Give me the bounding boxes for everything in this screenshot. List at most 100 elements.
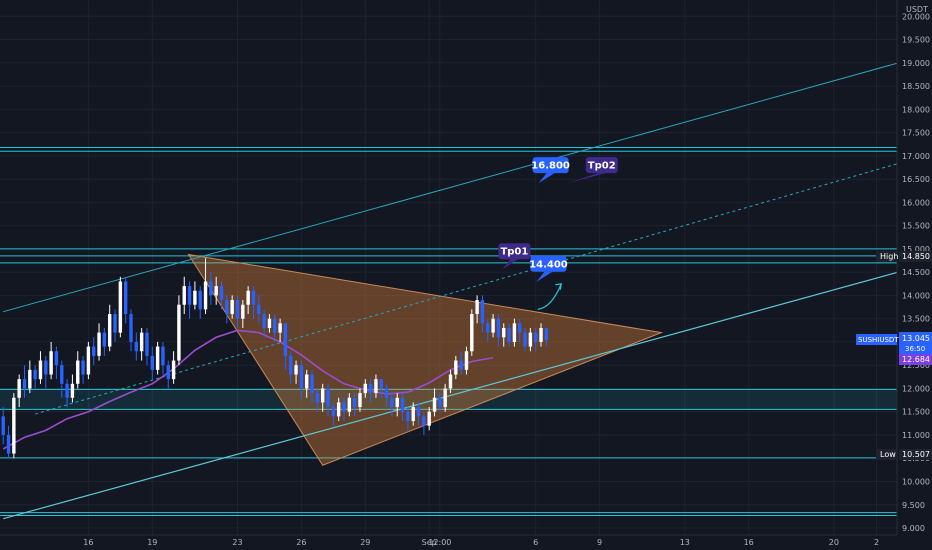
price-tick-label: 12.500 <box>902 361 930 370</box>
candle-body <box>342 402 346 412</box>
candle-body <box>182 286 186 305</box>
candle-body <box>289 355 293 375</box>
price-tick-label: 10.000 <box>902 478 930 487</box>
callout-box[interactable] <box>532 157 569 174</box>
candle-body <box>1 416 5 435</box>
triangle-pattern[interactable] <box>187 253 664 466</box>
callout-tail <box>538 173 555 184</box>
callout-label: 16.800 <box>531 161 570 172</box>
candle-body <box>246 290 250 305</box>
candle-body <box>518 323 522 333</box>
last-price: 13.045 <box>902 334 930 343</box>
candle-body <box>491 318 495 333</box>
candle-body <box>315 393 320 403</box>
currency-label: USDT <box>906 5 928 14</box>
candle-body <box>374 379 378 394</box>
candle-body <box>139 332 144 352</box>
callout-label: Tp02 <box>588 161 616 172</box>
candle-body <box>422 416 426 426</box>
candle-body <box>129 314 133 342</box>
time-tick-label: 12:00 <box>428 538 451 547</box>
time-tick-label: Sep <box>422 538 437 547</box>
price-tick-label: 13.500 <box>902 315 930 324</box>
candle-body <box>294 365 298 375</box>
price-tick-label: 19.500 <box>902 36 930 45</box>
candle-body <box>267 318 272 328</box>
time-tick-label: 6 <box>533 538 538 547</box>
candle-body <box>384 388 389 398</box>
candle-body <box>305 374 309 389</box>
candle-body <box>406 411 410 422</box>
candle-body <box>502 327 506 338</box>
candle-body <box>310 374 314 394</box>
chart-drawings[interactable] <box>2 51 932 520</box>
candle-body <box>283 323 288 356</box>
callout-box[interactable] <box>585 157 618 174</box>
candle-body <box>166 365 170 380</box>
price-tick-label: 15.500 <box>902 222 930 231</box>
horizontal-levels[interactable] <box>0 146 897 516</box>
candle-body <box>209 281 213 296</box>
price-tick-label: 18.500 <box>902 82 930 91</box>
trend-arrow-head <box>555 283 562 290</box>
candle-body <box>241 304 245 319</box>
candle-body <box>49 351 53 375</box>
high-value: 14.850 <box>902 252 930 261</box>
callout-box[interactable] <box>530 255 567 272</box>
callout-tail <box>567 173 606 184</box>
candle-body <box>464 351 469 370</box>
candle-body <box>438 397 442 408</box>
candle-body <box>134 341 139 352</box>
candle-body <box>299 365 304 389</box>
time-axis-panel[interactable] <box>0 535 897 550</box>
candle-body <box>17 379 21 398</box>
candle-body <box>544 327 549 340</box>
candle-body <box>454 360 458 375</box>
candle-body <box>539 327 543 342</box>
price-tick-label: 15.000 <box>902 245 930 254</box>
candle-body <box>54 351 59 366</box>
time-tick-label: 19 <box>147 538 157 547</box>
price-tick-label: 18.000 <box>902 105 930 114</box>
candle-body <box>395 397 399 408</box>
candle-body <box>70 383 75 398</box>
time-tick-label: 29 <box>360 538 370 547</box>
candle-body <box>177 304 181 361</box>
candle-body <box>278 323 282 333</box>
symbol-label: SUSHIUSDT <box>858 336 899 344</box>
candle-body <box>219 286 224 301</box>
candle-body <box>44 360 48 375</box>
candle-body <box>523 332 527 347</box>
time-tick-label: 13 <box>680 538 690 547</box>
channel-upper-line[interactable] <box>3 51 932 313</box>
candle-body <box>6 434 11 454</box>
channel-mid-line[interactable] <box>35 151 932 415</box>
candle-body <box>60 365 64 384</box>
candle-body <box>352 397 357 408</box>
chart-grid <box>0 0 897 535</box>
callout-box[interactable] <box>498 243 531 260</box>
candle-body <box>81 360 85 375</box>
symbol-tag <box>856 334 897 345</box>
candle-body <box>235 300 240 319</box>
high-tag <box>876 251 897 262</box>
candle-body <box>486 323 490 333</box>
candle-body <box>123 281 128 315</box>
price-tick-label: 9.000 <box>902 524 925 533</box>
candle-body <box>416 407 421 417</box>
candle-body <box>480 300 485 324</box>
support-zone <box>0 389 897 410</box>
channel-lower-line[interactable] <box>3 261 932 520</box>
price-tick-label: 17.000 <box>902 152 930 161</box>
candle-body <box>331 407 336 417</box>
time-tick-label: 9 <box>597 538 602 547</box>
candle-body <box>230 300 234 315</box>
candle-body <box>92 346 96 356</box>
candle-body <box>262 314 266 328</box>
candlestick-series <box>1 258 549 459</box>
last-price-badge <box>899 332 932 354</box>
candle-body <box>273 318 277 333</box>
